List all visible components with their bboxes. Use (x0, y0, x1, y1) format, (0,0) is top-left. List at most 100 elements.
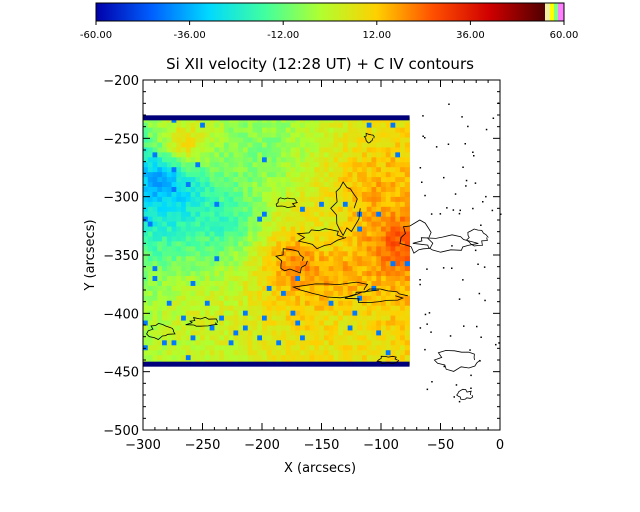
velocity-pixel (166, 171, 172, 178)
velocity-pixel (185, 142, 191, 148)
velocity-pixel (381, 310, 387, 316)
velocity-pixel (352, 196, 358, 202)
velocity-pixel (376, 285, 382, 291)
velocity-pixel (323, 270, 330, 277)
velocity-pixel (304, 260, 310, 267)
velocity-pixel (262, 300, 268, 306)
velocity-pixel (223, 285, 230, 291)
velocity-pixel (219, 142, 225, 148)
velocity-pixel (366, 127, 372, 133)
velocity-pixel (204, 181, 211, 187)
velocity-pixel (252, 231, 258, 237)
velocity-pixel (300, 344, 306, 351)
velocity-pixel (314, 241, 320, 247)
velocity-pixel (309, 285, 315, 291)
velocity-pixel (266, 320, 272, 326)
velocity-pixel (195, 231, 201, 237)
velocity-pixel (143, 255, 149, 262)
velocity-pixel (195, 334, 201, 341)
velocity-pixel (257, 339, 263, 346)
velocity-pixel (404, 161, 410, 168)
velocity-pixel (171, 265, 177, 272)
velocity-pixel (376, 176, 382, 183)
velocity-pixel (333, 315, 339, 321)
velocity-pixel (390, 354, 396, 361)
velocity-pixel (300, 231, 306, 237)
velocity-pixel (147, 270, 153, 277)
velocity-pixel (333, 300, 339, 306)
velocity-pixel (147, 290, 153, 296)
contour-speck (492, 117, 495, 119)
velocity-pixel (276, 295, 282, 301)
velocity-pixel (257, 270, 263, 277)
velocity-pixel (290, 122, 296, 128)
velocity-pixel (242, 315, 249, 321)
contour-speck (472, 151, 474, 153)
velocity-pixel (338, 334, 344, 341)
velocity-pixel (404, 250, 410, 257)
velocity-pixel (242, 330, 249, 336)
velocity-pixel (152, 151, 158, 158)
velocity-pixel (185, 156, 191, 163)
velocity-pixel (219, 206, 225, 212)
velocity-pixel (271, 147, 277, 153)
velocity-pixel (400, 166, 406, 173)
velocity-pixel (271, 255, 277, 262)
velocity-pixel (400, 151, 406, 158)
velocity-pixel (371, 206, 377, 212)
velocity-pixel (366, 122, 372, 128)
velocity-pixel (214, 280, 220, 286)
velocity-pixel (342, 349, 349, 356)
velocity-pixel (195, 270, 201, 277)
velocity-pixel (271, 186, 277, 192)
velocity-pixel (361, 241, 368, 247)
velocity-pixel (309, 151, 315, 158)
velocity-pixel (257, 260, 263, 267)
velocity-pixel (281, 330, 287, 336)
velocity-pixel (333, 196, 339, 202)
velocity-pixel (171, 211, 177, 217)
velocity-pixel (366, 354, 372, 361)
velocity-pixel (333, 201, 339, 207)
velocity-pixel (271, 245, 277, 252)
velocity-pixel (285, 151, 291, 158)
velocity-pixel (400, 245, 406, 252)
velocity-pixel (200, 310, 206, 316)
velocity-pixel (200, 320, 206, 326)
velocity-pixel (338, 349, 344, 356)
velocity-pixel (371, 255, 377, 262)
velocity-pixel (309, 245, 315, 252)
velocity-pixel (171, 241, 177, 247)
velocity-pixel (228, 325, 234, 331)
velocity-pixel (366, 186, 372, 192)
velocity-pixel (333, 245, 339, 252)
velocity-pixel (152, 280, 158, 286)
velocity-pixel (252, 265, 258, 272)
velocity-pixel (304, 147, 310, 153)
velocity-pixel (228, 226, 234, 232)
velocity-pixel (252, 250, 258, 257)
velocity-pixel (223, 236, 230, 242)
velocity-pixel (381, 127, 387, 133)
velocity-pixel (266, 181, 272, 187)
velocity-pixel (361, 349, 368, 356)
velocity-pixel (214, 330, 220, 336)
velocity-pixel (323, 206, 330, 212)
velocity-pixel (166, 142, 172, 148)
velocity-pixel (385, 186, 391, 192)
velocity-pixel (300, 171, 306, 178)
velocity-pixel (361, 196, 368, 202)
velocity-pixel (242, 250, 249, 257)
velocity-pixel (352, 280, 358, 286)
velocity-pixel (233, 250, 239, 257)
velocity-pixel (152, 344, 158, 351)
velocity-pixel (209, 325, 215, 331)
velocity-pixel (342, 216, 349, 222)
velocity-pixel (190, 206, 196, 212)
velocity-pixel (381, 231, 387, 237)
velocity-pixel (152, 305, 158, 311)
velocity-pixel (176, 221, 182, 227)
velocity-pixel (342, 221, 349, 227)
velocity-pixel (400, 330, 406, 336)
velocity-pixel (381, 201, 387, 207)
